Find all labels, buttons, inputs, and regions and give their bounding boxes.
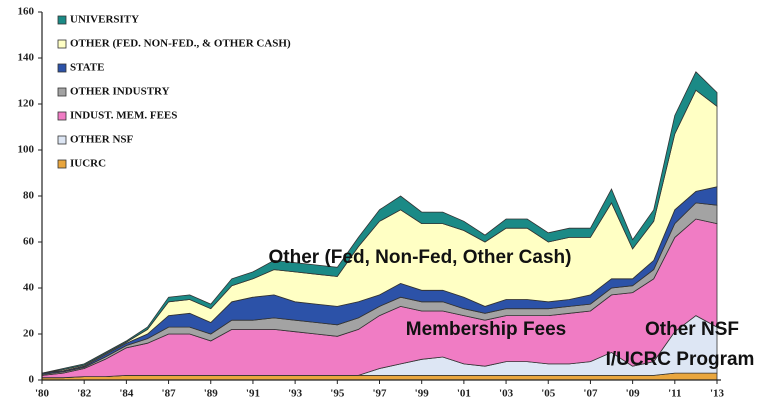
legend-label: UNIVERSITY (70, 14, 139, 26)
legend-swatch (57, 63, 67, 73)
legend-swatch (57, 135, 67, 145)
annotation: Membership Fees (406, 319, 567, 340)
annotation: Other (Fed, Non-Fed, Other Cash) (269, 247, 572, 268)
legend-label: OTHER NSF (70, 134, 134, 146)
y-tick-label: 60 (23, 236, 35, 248)
x-tick-label: '05 (541, 388, 556, 400)
y-tick-label: 160 (18, 6, 35, 18)
x-tick-label: '03 (499, 388, 514, 400)
legend-swatch (57, 111, 67, 121)
annotations: Other (Fed, Non-Fed, Other Cash) Membersh… (269, 247, 755, 370)
x-tick-label: '95 (330, 388, 345, 400)
legend-label: INDUST. MEM. FEES (70, 110, 177, 122)
x-tick-label: '99 (415, 388, 430, 400)
axes: 0 20 40 60 80 100 120 140 160 '80 '82 '84 '87 '89 '91 '… (18, 6, 725, 400)
x-tick-label: '09 (626, 388, 641, 400)
x-tick-label: '07 (583, 388, 598, 400)
y-tick-label: 140 (18, 52, 35, 64)
x-tick-label: '97 (372, 388, 387, 400)
x-tick-label: '91 (246, 388, 260, 400)
legend-swatch (57, 15, 67, 25)
legend-label: OTHER (FED. NON-FED., & OTHER CASH) (70, 38, 291, 50)
y-tick-label: 80 (23, 190, 35, 202)
legend-label: OTHER INDUSTRY (70, 86, 170, 98)
annotation: Other NSF (645, 319, 739, 340)
y-tick-label: 40 (23, 282, 35, 294)
x-tick-label: '82 (77, 388, 92, 400)
legend-swatch (57, 39, 67, 49)
legend-swatch (57, 87, 67, 97)
annotation: I/UCRC Program (606, 349, 755, 370)
area (41, 71, 718, 374)
x-tick-label: '80 (35, 388, 50, 400)
x-tick-label: '84 (119, 388, 134, 400)
legend-label: STATE (70, 62, 104, 74)
y-tick-label: 100 (18, 144, 35, 156)
legend-label: IUCRC (70, 158, 106, 170)
x-tick-label: '13 (710, 388, 725, 400)
y-tick-label: 120 (18, 98, 35, 110)
x-tick-label: '11 (668, 388, 681, 400)
x-tick-label: '89 (204, 388, 219, 400)
x-tick-label: '01 (457, 388, 471, 400)
y-tick-label: 0 (29, 374, 35, 386)
x-tick-label: '93 (288, 388, 303, 400)
legend-swatch (57, 159, 67, 169)
areas (41, 71, 718, 381)
y-tick-label: 20 (23, 328, 35, 340)
x-tick-label: '87 (162, 388, 177, 400)
legend: UNIVERSITY OTHER (FED. NON-FED., & OTHER … (57, 14, 291, 170)
